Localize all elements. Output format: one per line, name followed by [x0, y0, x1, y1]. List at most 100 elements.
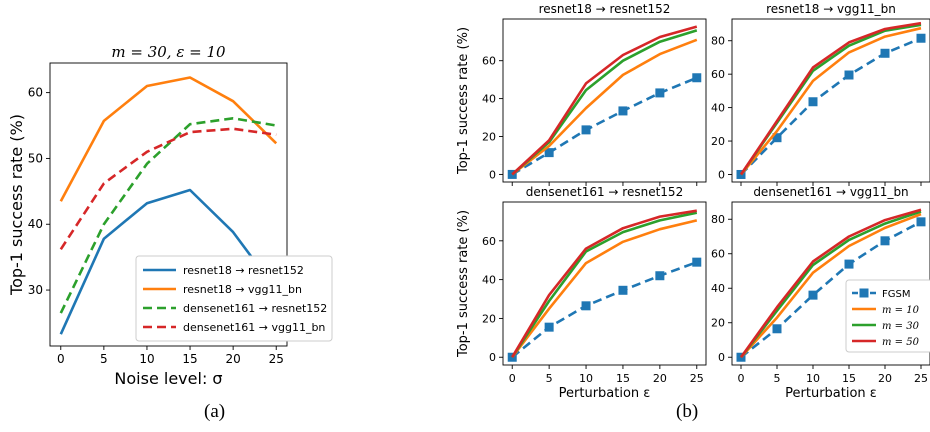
x-tick-label: 25	[690, 372, 704, 385]
x-tick-label: 5	[774, 372, 781, 385]
series-line-0	[740, 37, 922, 176]
y-tick-label: 60	[482, 55, 496, 68]
data-point-marker	[736, 352, 746, 362]
data-point-marker	[655, 271, 665, 281]
data-point-marker	[844, 70, 854, 80]
x-tick-label: 15	[182, 352, 197, 366]
x-axis-label: Perturbation ε	[559, 386, 651, 401]
data-point-marker	[880, 48, 890, 58]
y-tick-label: 40	[711, 282, 725, 295]
y-tick-label: 60	[711, 248, 725, 261]
x-tick-label: 20	[878, 372, 892, 385]
y-tick-label: 40	[482, 93, 496, 106]
chart-title: densenet161 → vgg11_bn	[753, 185, 908, 199]
x-tick-label: 10	[806, 372, 820, 385]
series-line-1	[740, 212, 922, 359]
y-tick-label: 40	[711, 102, 725, 115]
series-line-2	[739, 23, 922, 176]
series-line-3	[59, 127, 277, 251]
data-point-marker	[692, 257, 702, 267]
y-tick-label: 60	[482, 235, 496, 248]
data-point-marker	[808, 97, 818, 107]
chart-panel-b4: 0 5 10 15 20 25 0 20 40 60 80 densenet161 → vgg11_b…	[711, 185, 930, 401]
chart-title: m = 30, ε = 10	[111, 43, 226, 61]
chart-title: resnet18 → resnet152	[539, 2, 671, 16]
legend-label: FGSM	[882, 289, 910, 300]
x-tick-label: 20	[653, 372, 667, 385]
chart-panel-b1: 0 20 40 60 resnet18 → resnet152 Top-1 success…	[456, 2, 707, 186]
data-point-marker	[880, 236, 890, 246]
legend-label: m = 30	[882, 321, 920, 332]
y-tick-label: 20	[711, 135, 725, 148]
chart-panel-a: 0 5 10 15 20 25 30 40 50 60 m = 30, ε = 10 Noise le…	[7, 43, 333, 388]
y-axis-label: Top-1 success rate (%)	[456, 210, 471, 358]
data-point-marker	[916, 33, 926, 43]
x-tick-label: 5	[546, 372, 553, 385]
series-line-1	[511, 219, 698, 358]
axes-frame	[731, 18, 930, 183]
data-point-marker	[544, 322, 554, 332]
y-tick-label: 40	[28, 217, 43, 231]
chart-title: resnet18 → vgg11_bn	[766, 2, 896, 16]
legend-box	[135, 255, 333, 342]
legend-box	[845, 279, 930, 353]
axes-frame	[502, 201, 707, 366]
series-line-3	[511, 209, 698, 358]
series-line-0	[511, 76, 698, 176]
data-point-marker	[844, 259, 854, 269]
caption-a: (a)	[204, 401, 226, 422]
series-line-1	[59, 76, 278, 202]
x-tick-label: 0	[57, 352, 65, 366]
data-point-marker	[916, 217, 926, 227]
y-tick-label: 0	[489, 351, 496, 364]
legend-marker	[859, 288, 869, 298]
series-line-0	[740, 220, 922, 359]
legend-label: m = 10	[882, 305, 920, 316]
y-tick-label: 50	[28, 151, 43, 165]
data-point-marker	[772, 324, 782, 334]
y-tick-label: 20	[711, 317, 725, 330]
data-point-marker	[618, 106, 628, 116]
data-point-marker	[772, 133, 782, 143]
y-tick-label: 60	[711, 68, 725, 81]
y-tick-label: 0	[718, 351, 725, 364]
x-tick-label: 5	[100, 352, 108, 366]
caption-b: (b)	[676, 401, 699, 422]
data-point-marker	[544, 148, 554, 158]
data-point-marker	[618, 285, 628, 295]
series-line-3	[739, 208, 922, 358]
chart-panel-b3: 0 5 10 15 20 25 0 20 40 60 densenet161 → resnet152…	[456, 185, 707, 401]
y-tick-label: 80	[711, 35, 725, 48]
chart-panel-b2: 0 20 40 60 80 resnet18 → vgg11_bn	[711, 2, 930, 186]
series-line-2	[59, 117, 277, 314]
x-axis-label: Perturbation ε	[785, 386, 877, 401]
y-tick-label: 0	[489, 168, 496, 181]
x-tick-label: 25	[269, 352, 284, 366]
x-tick-label: 0	[509, 372, 516, 385]
x-axis-label: Noise level: σ	[114, 369, 222, 388]
y-tick-label: 40	[482, 274, 496, 287]
x-tick-label: 20	[225, 352, 240, 366]
y-tick-label: 20	[482, 312, 496, 325]
legend-label: resnet18 → vgg11_bn	[183, 283, 302, 296]
series-line-1	[511, 38, 698, 176]
y-tick-label: 0	[718, 168, 725, 181]
series-line-3	[511, 25, 698, 176]
data-point-marker	[507, 352, 517, 362]
series-line-2	[739, 210, 922, 358]
series-line-3	[739, 21, 922, 176]
legend-label: resnet18 → resnet152	[183, 264, 304, 277]
y-tick-label: 60	[28, 86, 43, 100]
legend-label: m = 50	[882, 337, 920, 348]
series-line-0	[59, 188, 278, 335]
data-point-marker	[655, 88, 665, 98]
y-tick-label: 80	[711, 213, 725, 226]
x-tick-label: 10	[579, 372, 593, 385]
axes-frame	[49, 62, 288, 347]
x-tick-label: 25	[914, 372, 928, 385]
chart-title: densenet161 → resnet152	[526, 185, 683, 199]
x-tick-label: 15	[842, 372, 856, 385]
series-line-1	[739, 26, 922, 176]
y-axis-label: Top-1 success rate (%)	[7, 114, 26, 296]
